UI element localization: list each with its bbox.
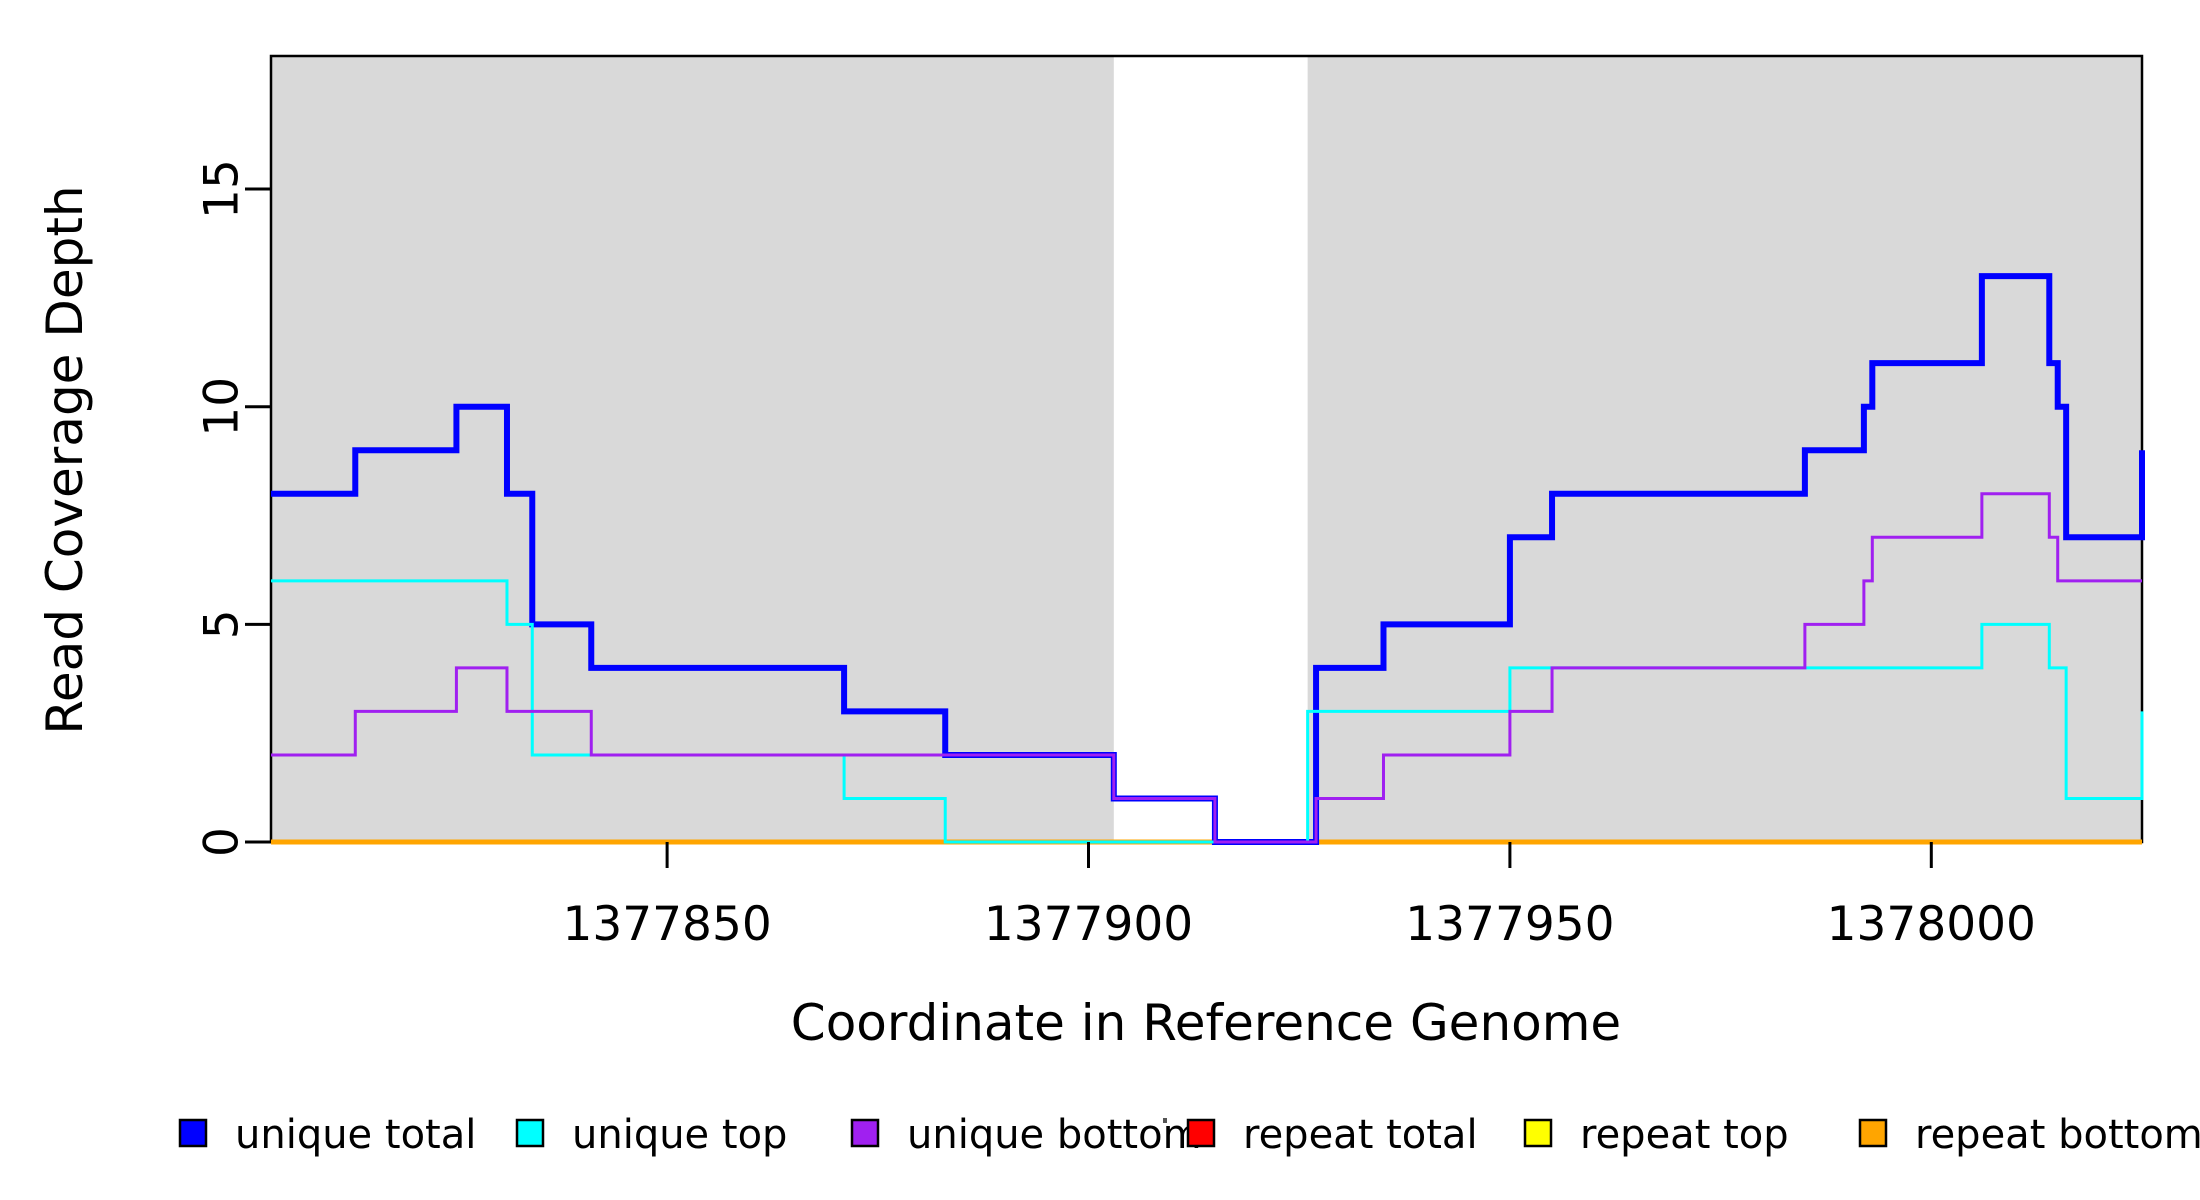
- series-layer: [271, 273, 2145, 845]
- y-tick-label: 0: [195, 827, 250, 857]
- x-tick-label: 1377900: [984, 897, 1193, 952]
- legend-swatch: [850, 1118, 880, 1148]
- legend-item: repeat total: [1186, 1112, 1478, 1158]
- x-tick-label: 1377850: [562, 897, 771, 952]
- legend-item: unique total: [178, 1112, 476, 1158]
- legend-item-label: unique bottom: [907, 1112, 1202, 1158]
- axes-layer: 1377850 1377900 1377950 1378000 0 5 10 15: [195, 159, 2036, 952]
- y-axis-title: Read Coverage Depth: [36, 185, 94, 734]
- repeat-region-shading: [1307, 56, 2142, 842]
- legend-item-label: repeat total: [1243, 1112, 1478, 1158]
- legend-item: unique bottom: [850, 1112, 1202, 1158]
- legend-swatch: [1858, 1118, 1888, 1148]
- legend-item: repeat bottom: [1858, 1112, 2200, 1158]
- x-tick-label: 1377950: [1405, 897, 1614, 952]
- legend-swatch: [1186, 1118, 1216, 1148]
- legend-item-label: repeat top: [1580, 1112, 1789, 1158]
- x-axis-title: Coordinate in Reference Genome: [791, 994, 1621, 1052]
- legend-item: repeat top: [1523, 1112, 1789, 1158]
- legend-swatch: [1523, 1118, 1553, 1148]
- legend-item-label: repeat bottom: [1915, 1112, 2200, 1158]
- x-tick-label: 1378000: [1827, 897, 2036, 952]
- series-line-unique-top: [271, 579, 2144, 844]
- y-tick-label: 5: [195, 609, 250, 639]
- y-tick-label: 15: [195, 159, 250, 219]
- legend-swatch: [178, 1118, 208, 1148]
- legend-item-label: unique total: [235, 1112, 476, 1158]
- stray-mark: [1163, 1118, 1167, 1123]
- legend-item-label: unique top: [572, 1112, 787, 1158]
- y-tick-label: 10: [195, 377, 250, 437]
- series-line-unique-total: [271, 273, 2145, 845]
- legend-item: unique top: [515, 1112, 787, 1158]
- legend-layer: unique total unique top unique bottom repea…: [178, 1112, 2200, 1158]
- series-line-unique-bottom: [271, 492, 2142, 844]
- legend-swatch: [515, 1118, 545, 1148]
